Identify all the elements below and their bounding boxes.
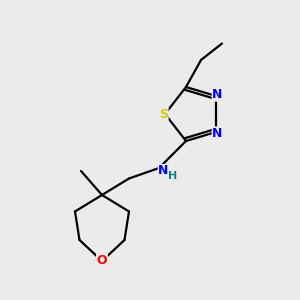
Text: N: N bbox=[158, 164, 169, 178]
Text: H: H bbox=[168, 171, 177, 182]
Text: O: O bbox=[97, 254, 107, 268]
Text: S: S bbox=[159, 107, 168, 121]
Text: N: N bbox=[212, 127, 223, 140]
Text: N: N bbox=[212, 88, 223, 101]
